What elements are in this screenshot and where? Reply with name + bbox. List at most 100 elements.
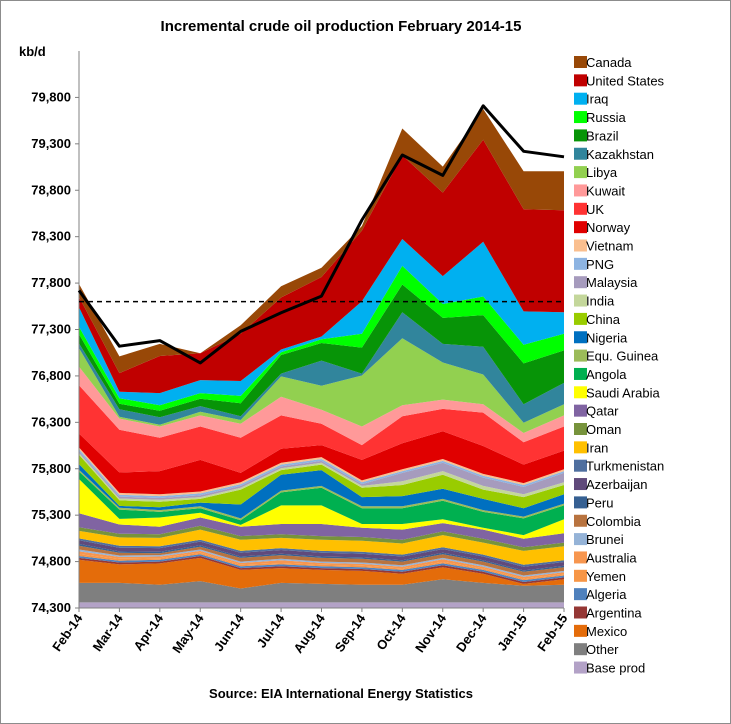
legend-label-equ-guinea: Equ. Guinea (586, 349, 659, 364)
legend-label-algeria: Algeria (586, 587, 627, 602)
area-china (79, 454, 564, 509)
legend-swatch-russia (574, 111, 587, 124)
legend-swatch-kazakhstan (574, 147, 587, 160)
legend-label-russia: Russia (586, 110, 627, 125)
legend-label-kazakhstan: Kazakhstan (586, 147, 654, 162)
legend-swatch-brunei (574, 533, 587, 546)
area-other (79, 579, 564, 603)
legend-label-brazil: Brazil (586, 128, 619, 143)
legend-swatch-angola (574, 367, 587, 380)
area-png (79, 449, 564, 498)
area-azerbaijan (79, 540, 564, 571)
legend-swatch-canada (574, 56, 587, 68)
legend-label-china: China (586, 312, 621, 327)
legend-label-png: PNG (586, 257, 614, 272)
area-angola (79, 471, 564, 536)
y-tick-label: 74,300 (31, 600, 71, 615)
x-tick-label: Oct-14 (373, 610, 409, 652)
area-libya (79, 338, 564, 433)
legend-swatch-oman (574, 423, 587, 435)
x-tick-label: Jan-15 (494, 611, 530, 653)
legend-swatch-equ-guinea (574, 349, 587, 362)
x-tick-label: Mar-14 (90, 610, 127, 654)
area-mexico (79, 557, 564, 589)
legend-swatch-libya (574, 166, 587, 179)
legend-label-colombia: Colombia (586, 514, 642, 529)
area-brunei (79, 549, 564, 577)
legend-label-brunei: Brunei (586, 532, 624, 547)
legend-label-australia: Australia (586, 550, 637, 565)
legend-label-iran: Iran (586, 440, 608, 455)
legend-label-base-prod: Base prod (586, 661, 645, 676)
y-tick-labels: 74,300 74,800 75,300 75,800 76,300 76,800 77,3… (31, 89, 71, 615)
legend-swatch-malaysia (574, 276, 587, 289)
x-tick-label: May-14 (169, 610, 207, 655)
legend-swatch-azerbaijan (574, 478, 587, 491)
x-tick-label: Dec-14 (453, 610, 490, 654)
legend-label-vietnam: Vietnam (586, 239, 633, 254)
legend-swatch-base-prod (574, 661, 587, 674)
x-tick-label: Feb-15 (534, 611, 570, 654)
legend-label-yemen: Yemen (586, 569, 626, 584)
y-tick-label: 75,300 (31, 507, 71, 522)
legend-swatch-algeria (574, 588, 587, 601)
x-tick-label: Jun-14 (211, 610, 248, 654)
legend-label-peru: Peru (586, 495, 613, 510)
legend-swatch-qatar (574, 404, 587, 417)
y-tick-label: 76,300 (31, 414, 71, 429)
y-tick-label: 75,800 (31, 461, 71, 476)
legend-swatch-vietnam (574, 239, 587, 252)
y-tick-label: 78,800 (31, 182, 71, 197)
y-tick-label: 78,300 (31, 229, 71, 244)
area-united-states (79, 139, 564, 394)
y-tick-label: 74,800 (31, 554, 71, 569)
legend-swatch-kuwait (574, 184, 587, 197)
legend-swatch-saudi-arabia (574, 386, 587, 399)
area-uk (79, 385, 564, 473)
legend-label-turkmenistan: Turkmenistan (586, 459, 664, 474)
legend-label-azerbaijan: Azerbaijan (586, 477, 647, 492)
y-tick-label: 79,800 (31, 89, 71, 104)
area-base-prod (79, 602, 564, 608)
chart-title: Incremental crude oil production Februar… (161, 18, 522, 35)
legend-label-malaysia: Malaysia (586, 275, 638, 290)
total-line-group (77, 104, 565, 365)
x-tick-label: Sep-14 (332, 610, 369, 654)
legend-label-saudi-arabia: Saudi Arabia (586, 385, 660, 400)
legend-swatch-nigeria (574, 331, 587, 344)
legend-swatch-yemen (574, 569, 587, 582)
area-india (79, 453, 564, 502)
legend-swatch-india (574, 294, 587, 307)
legend-label-norway: Norway (586, 220, 631, 235)
x-tick-label: Aug-14 (290, 610, 328, 655)
legend-label-argentina: Argentina (586, 606, 642, 621)
area-qatar (79, 513, 564, 548)
area-argentina (79, 556, 564, 584)
legend-swatch-peru (574, 496, 587, 509)
legend-swatch-united-states (574, 74, 587, 87)
y-tick-label: 77,800 (31, 275, 71, 290)
area-vietnam (79, 447, 564, 497)
x-tick-label: Apr-14 (130, 610, 166, 653)
axes (75, 51, 565, 612)
legend-swatch-argentina (574, 606, 587, 619)
area-brazil (79, 284, 564, 418)
area-kazakhstan (79, 312, 564, 425)
stacked-areas (79, 109, 564, 608)
legend-label-canada: Canada (586, 55, 632, 70)
area-peru (79, 543, 564, 572)
area-yemen (79, 552, 564, 581)
y-tick-label: 79,300 (31, 136, 71, 151)
legend-swatch-other (574, 643, 587, 656)
area-iraq (79, 239, 564, 406)
x-tick-labels: Feb-14 Mar-14 Apr-14 May-14 Jun-14 Jul-14 Aug-… (49, 610, 570, 655)
legend-label-nigeria: Nigeria (586, 330, 628, 345)
legend-swatch-china (574, 312, 587, 325)
area-saudi-arabia (79, 479, 564, 539)
legend-label-qatar: Qatar (586, 404, 619, 419)
x-tick-label: Jul-14 (254, 610, 288, 650)
legend-label-libya: Libya (586, 165, 618, 180)
area-norway (79, 431, 564, 495)
